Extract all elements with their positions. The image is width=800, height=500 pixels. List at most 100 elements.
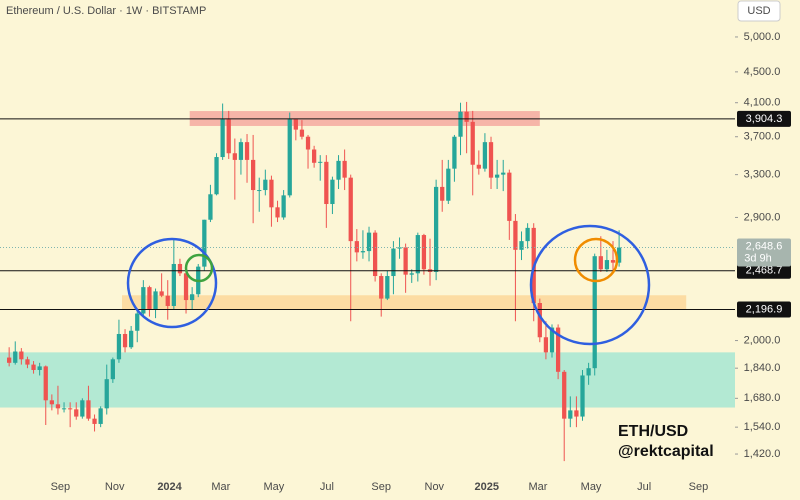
candle-body xyxy=(208,194,213,220)
candle-body xyxy=(342,160,347,178)
candle-body xyxy=(299,129,305,137)
candle-body xyxy=(19,351,24,360)
candle-body xyxy=(257,190,262,192)
candle-body xyxy=(214,157,219,195)
candle-body xyxy=(92,418,97,424)
candle-body xyxy=(55,404,61,409)
candle-body xyxy=(7,357,12,363)
candle-body xyxy=(433,186,439,272)
y-tick-label: 3,700.0 xyxy=(744,131,781,143)
x-tick-label: Nov xyxy=(425,481,445,493)
candle-body xyxy=(446,168,451,201)
x-tick-label: May xyxy=(263,481,284,493)
candle-body xyxy=(440,186,445,201)
candle-body xyxy=(513,220,518,250)
highlight-circle xyxy=(529,224,651,346)
x-tick-label: Mar xyxy=(211,481,230,493)
candle-body xyxy=(104,379,109,409)
candle-body xyxy=(122,333,128,348)
x-tick-label: May xyxy=(581,481,602,493)
candle-body xyxy=(25,359,30,365)
candle-body xyxy=(354,241,359,253)
candle-body xyxy=(220,119,225,158)
candle-body xyxy=(263,179,268,191)
level-label-box xyxy=(737,301,791,318)
candle-body xyxy=(287,119,292,196)
candle-body xyxy=(141,287,146,314)
candle-body xyxy=(165,295,170,306)
candle-body xyxy=(555,327,561,372)
x-tick-label: Jul xyxy=(320,481,334,493)
x-tick-label: Sep xyxy=(371,481,391,493)
y-tick-label: 1,840.0 xyxy=(744,362,781,374)
current-price-box xyxy=(737,238,791,267)
candle-body xyxy=(616,247,622,263)
candle-body xyxy=(568,410,573,419)
candle-body xyxy=(110,359,115,380)
x-tick-label: 2024 xyxy=(157,481,182,493)
candle-body xyxy=(49,400,54,405)
candle-body xyxy=(598,256,603,270)
x-tick-label: Sep xyxy=(689,481,709,493)
candle-body xyxy=(525,227,530,242)
candle-body xyxy=(494,174,500,178)
candle-body xyxy=(385,276,390,299)
candle-body xyxy=(360,251,366,253)
candle-body xyxy=(61,408,67,410)
candle-body xyxy=(226,119,231,154)
candle-body xyxy=(275,207,280,218)
y-tick-label: 1,540.0 xyxy=(744,421,781,433)
candle-body xyxy=(336,160,341,180)
level-label-box xyxy=(737,110,791,127)
y-tick-label: 1,420.0 xyxy=(744,448,781,460)
candle-body xyxy=(482,142,488,169)
candle-body xyxy=(68,408,73,410)
candle-body xyxy=(470,121,475,165)
candle-body xyxy=(476,164,481,169)
candle-body xyxy=(537,303,542,338)
candle-body xyxy=(580,375,585,417)
candle-body xyxy=(147,287,152,309)
candle-body xyxy=(464,111,469,122)
candle-body xyxy=(592,256,597,369)
x-tick-label: 2025 xyxy=(475,481,499,493)
candle-body xyxy=(318,161,323,163)
candle-body xyxy=(153,291,158,309)
candle-body xyxy=(415,235,420,274)
candle-body xyxy=(409,273,414,275)
candle-body xyxy=(13,351,18,363)
candle-body xyxy=(281,195,286,218)
candle-body xyxy=(159,291,164,296)
candle-body xyxy=(116,333,122,360)
current-price-label: 2,648.6 xyxy=(746,240,783,252)
candle-body xyxy=(311,149,317,163)
currency-box xyxy=(737,0,781,22)
candle-body xyxy=(507,172,512,221)
candle-body xyxy=(610,260,616,263)
candle-body xyxy=(250,159,256,191)
level-label-box xyxy=(737,262,791,279)
zones xyxy=(0,111,735,408)
candle-body xyxy=(190,294,195,301)
candle-body xyxy=(98,408,103,424)
y-tick-label: 5,000.0 xyxy=(744,31,781,43)
candle-body xyxy=(171,263,176,306)
candle-body xyxy=(305,136,311,150)
level-label: 2,468.7 xyxy=(746,265,783,277)
y-tick-label: 2,900.0 xyxy=(744,211,781,223)
zone xyxy=(0,352,735,408)
candle-body xyxy=(421,235,427,270)
candle-body xyxy=(403,247,408,275)
y-tick-label: 4,500.0 xyxy=(744,66,781,78)
candle-body xyxy=(458,111,463,137)
candle-body xyxy=(238,142,244,160)
candle-body xyxy=(324,161,329,205)
candle-body xyxy=(452,136,457,169)
candle-body xyxy=(74,409,79,417)
level-label: 2,196.9 xyxy=(746,303,783,315)
y-tick-label: 2,000.0 xyxy=(744,334,781,346)
candle-body xyxy=(244,142,250,160)
candle-body xyxy=(232,153,237,160)
candle-body xyxy=(177,263,183,274)
candle-body xyxy=(574,410,579,417)
